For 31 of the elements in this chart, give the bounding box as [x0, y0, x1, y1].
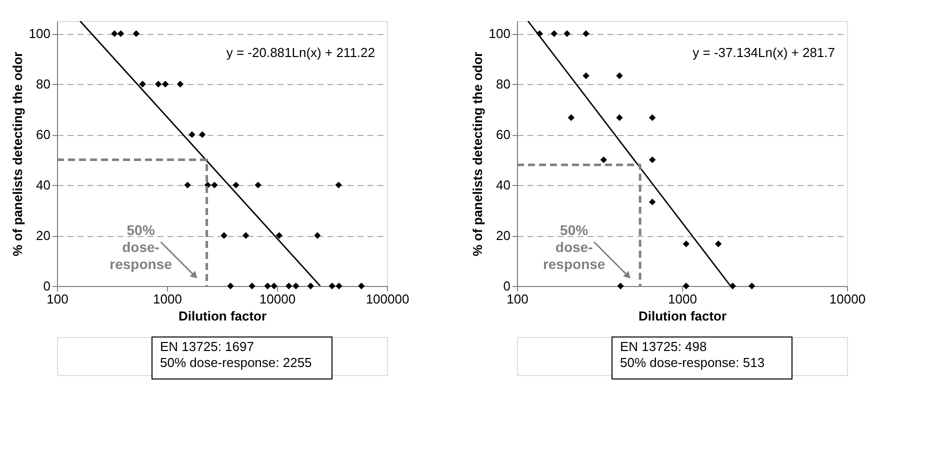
- annotation: y = -20.881Ln(x) + 211.22: [226, 45, 375, 60]
- y-tick-label: 40: [496, 178, 510, 193]
- x-axis-title: Dilution factor: [638, 308, 727, 324]
- x-tick-label: 10000: [829, 292, 866, 306]
- x-tick-label: 1000: [153, 292, 182, 306]
- y-tick-label: 60: [496, 127, 510, 142]
- y-tick-label: 20: [36, 228, 50, 244]
- annotation: 50% dose-response: [542, 222, 606, 272]
- x-tick-label: 100: [46, 292, 68, 306]
- x-tick-label: 1000: [668, 292, 697, 306]
- y-axis-title: % of panelists detecting the odor: [10, 52, 25, 256]
- x-tick-label: 100: [506, 292, 528, 306]
- x-tick-label: 10000: [259, 292, 296, 306]
- y-tick-label: 20: [496, 228, 510, 244]
- y-tick-label: 0: [43, 278, 50, 294]
- y-tick-label: 0: [503, 278, 510, 294]
- y-axis-title: % of panelists detecting the odor: [470, 52, 485, 256]
- y-tick-label: 100: [488, 26, 510, 42]
- text: 50% dose-response: 513: [620, 355, 765, 370]
- annotation: 50% dose-response: [110, 222, 172, 272]
- y-tick-label: 100: [28, 26, 50, 42]
- y-tick-label: 60: [36, 127, 50, 142]
- annotation: y = -37.134Ln(x) + 281.7: [692, 45, 835, 60]
- y-tick-label: 80: [36, 76, 50, 92]
- text: EN 13725: 1697: [160, 339, 254, 354]
- text: EN 13725: 498: [620, 339, 707, 354]
- y-tick-label: 40: [36, 178, 50, 193]
- y-tick-label: 80: [496, 76, 510, 92]
- x-axis-title: Dilution factor: [178, 308, 267, 324]
- text: 50% dose-response: 2255: [160, 355, 312, 370]
- x-tick-label: 100000: [366, 292, 410, 306]
